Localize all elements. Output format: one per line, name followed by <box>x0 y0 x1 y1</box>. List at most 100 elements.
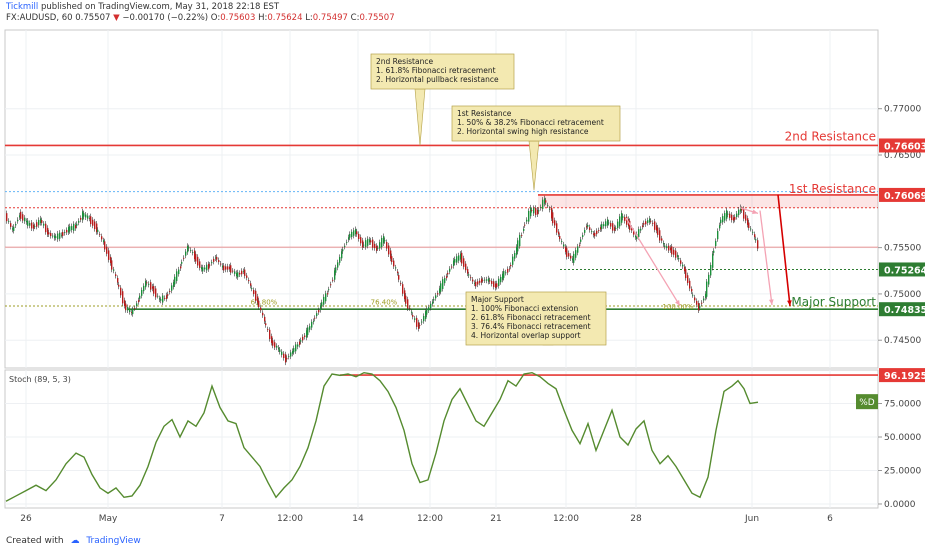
candle-body <box>10 223 12 227</box>
candle-body <box>237 272 239 278</box>
candle-body <box>244 269 246 276</box>
candle-body <box>309 326 311 330</box>
candle-body <box>111 260 113 270</box>
candle-body <box>493 281 495 287</box>
candle-body <box>241 270 243 275</box>
annotation-box <box>465 291 607 346</box>
candle-body <box>685 269 687 279</box>
candle-body <box>547 205 549 207</box>
candle-body <box>104 241 106 250</box>
candle-body <box>167 294 169 296</box>
candle-body <box>218 260 220 262</box>
price-series <box>6 195 759 366</box>
candle-body <box>222 265 224 268</box>
candle-body <box>306 330 308 338</box>
candle-body <box>258 300 260 308</box>
candle-body <box>671 246 673 255</box>
last-price: 0.75507 <box>75 13 111 23</box>
candle-body <box>66 229 68 233</box>
candle-body <box>118 284 120 287</box>
candle-body <box>31 222 33 229</box>
candle-body <box>327 293 329 295</box>
candle-body <box>85 214 87 218</box>
tradingview-link[interactable]: TradingView <box>86 536 141 546</box>
candle-body <box>143 285 145 292</box>
candle-body <box>677 254 679 258</box>
candle-body <box>134 308 136 309</box>
annotation-text: 1st Resistance <box>457 109 512 118</box>
candle-body <box>360 237 362 244</box>
candle-body <box>223 265 225 271</box>
candle-body <box>201 267 203 270</box>
candle-body <box>411 311 413 313</box>
candle-body <box>346 242 348 244</box>
fib-label: 61.80% <box>251 299 278 307</box>
candle-body <box>430 303 432 308</box>
candle-body <box>696 300 698 305</box>
candle-body <box>458 255 460 261</box>
candle-body <box>731 214 733 221</box>
candle-body <box>234 271 236 274</box>
annotation-text: 2. Horizontal swing high resistance <box>457 127 589 136</box>
time-tick-label: 12:00 <box>417 514 443 524</box>
candle-body <box>577 246 579 253</box>
candle-body <box>229 266 231 270</box>
candle-body <box>313 321 315 322</box>
candle-body <box>703 298 705 301</box>
candle-body <box>624 216 626 221</box>
candle-body <box>465 263 467 271</box>
candle-body <box>82 211 84 221</box>
symbol-label[interactable]: FX:AUDUSD, 60 <box>6 13 73 23</box>
candle-body <box>649 218 651 223</box>
annotation-text: 4. Horizontal overlap support <box>471 331 581 340</box>
candle-body <box>612 223 614 231</box>
level-price-tag <box>879 262 925 277</box>
candle-body <box>531 209 533 211</box>
candle-body <box>402 284 404 294</box>
created-with: Created with <box>6 536 64 546</box>
candle-body <box>563 244 565 247</box>
candle-body <box>293 348 295 353</box>
candle-body <box>463 258 465 267</box>
candle-body <box>631 227 633 231</box>
candle-body <box>675 250 677 258</box>
candle-body <box>330 284 332 286</box>
candle-body <box>712 253 714 268</box>
candle-body <box>285 354 287 363</box>
candle-body <box>484 279 486 281</box>
candle-body <box>661 238 663 241</box>
candle-body <box>24 217 26 222</box>
candle-body <box>491 280 493 284</box>
candle-body <box>472 279 474 282</box>
time-tick-label: 21 <box>490 514 501 524</box>
candle-body <box>272 340 274 346</box>
candle-body <box>73 223 75 231</box>
candle-body <box>754 234 756 238</box>
fib-label: 100.00% <box>662 303 693 311</box>
red-arrow-head <box>787 300 792 306</box>
price-levels: 2nd Resistance 1st Resistance Major Suppor… <box>5 129 878 311</box>
candle-body <box>43 223 45 226</box>
candle-body <box>589 227 591 230</box>
candle-body <box>344 245 346 247</box>
level-name-label: Major Support <box>791 295 876 309</box>
candle-body <box>733 217 735 221</box>
candle-body <box>591 231 593 233</box>
candle-body <box>139 295 141 299</box>
candle-body <box>250 283 252 286</box>
candle-body <box>209 264 211 266</box>
candle-body <box>750 228 752 230</box>
candle-body <box>586 226 588 228</box>
annotation-text: 2nd Resistance <box>376 57 433 66</box>
time-axis: 26 May 7 12:00 14 12:00 21 12:00 28 Jun 6 <box>20 514 833 524</box>
candle-body <box>367 238 369 246</box>
candle-body <box>243 271 245 272</box>
candle-body <box>617 221 619 229</box>
publisher-name[interactable]: Tickmill <box>6 2 39 12</box>
candle-body <box>190 250 192 251</box>
candle-body <box>594 232 596 237</box>
candle-body <box>640 228 642 231</box>
candle-body <box>103 240 105 243</box>
candle-body <box>442 279 444 289</box>
